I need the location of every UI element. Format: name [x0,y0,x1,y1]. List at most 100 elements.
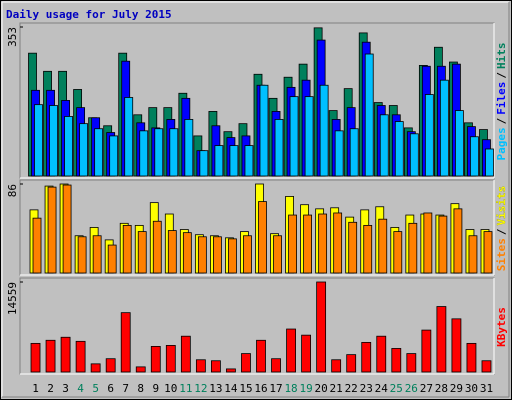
bar [150,346,161,373]
x-tick-label: 2 [47,382,54,395]
bar [348,221,358,274]
bar [485,148,494,177]
x-tick-label: 3 [62,382,69,395]
bar [124,97,134,177]
bar [483,231,493,274]
x-tick-label: 11 [179,382,192,395]
bar [241,353,251,373]
bar [167,230,177,274]
x-tick-label: 28 [435,382,448,395]
bar [211,360,221,373]
legend-entry: Pages [495,127,508,160]
bar [439,79,449,177]
bar [436,306,447,373]
bar [316,281,327,373]
bar [451,318,462,373]
bar [197,236,207,274]
bar [409,133,419,177]
bar [289,96,299,177]
bar [423,212,433,274]
x-tick-label: 14 [224,382,238,395]
bar [64,116,73,177]
bar [45,339,56,373]
y-tick-label: 86 [6,184,19,197]
bar [169,128,179,177]
bar [154,128,164,177]
bar [30,342,41,373]
bar [90,363,101,373]
x-tick-label: 29 [450,382,463,395]
bar [228,238,237,274]
bar [333,212,343,274]
y-tick-label: 353 [6,27,19,47]
x-tick-label: 7 [122,382,129,395]
bar [139,130,149,177]
bar [273,235,282,274]
x-tick-label: 18 [284,382,297,395]
bar [229,145,239,177]
bar [195,359,206,373]
legend: Sites / Visits [495,186,508,272]
bar [258,201,267,274]
legend-separator: / [495,228,508,235]
bar [34,104,43,177]
bar [244,145,254,177]
bar [199,150,209,177]
bar [120,312,131,373]
bar [303,214,312,274]
legend-separator: / [495,117,508,124]
x-tick-label: 22 [345,382,358,395]
bar [319,84,329,177]
bar [77,236,87,274]
bar [271,358,281,373]
bar [466,342,477,373]
x-tick-label: 26 [405,382,418,395]
bar [346,354,357,373]
bar [421,329,432,373]
bar [75,340,86,373]
bar [105,358,116,373]
bar [455,110,464,177]
bar [379,114,389,177]
x-tick-label: 15 [239,382,252,395]
bar [453,208,463,274]
bar [331,359,342,373]
x-tick-label: 21 [330,382,343,395]
bar [213,236,222,274]
x-tick-label: 23 [360,382,373,395]
chart-title: Daily usage for July 2015 [6,8,172,21]
bar [288,214,297,274]
bar [62,184,72,274]
legend-entry: Files [495,82,508,115]
bar [334,130,344,177]
bar [94,128,104,177]
x-tick-label: 30 [465,382,478,395]
bar [49,105,58,177]
x-tick-label: 5 [92,382,99,395]
bar [481,360,492,373]
x-tick-label: 20 [315,382,328,395]
bar [468,235,478,274]
bar [79,123,89,177]
bar [378,218,388,274]
bar [214,145,224,177]
x-tick-label: 1 [32,382,39,395]
bar [152,220,162,274]
x-tick-label: 25 [390,382,403,395]
bar [259,84,269,177]
x-tick-label: 27 [420,382,433,395]
x-tick-label: 4 [77,382,84,395]
bar [226,368,236,373]
bar [349,128,359,177]
bar [47,186,57,274]
bar [364,53,374,177]
x-tick-label: 17 [269,382,282,395]
legend-separator: / [495,72,508,79]
bar [376,335,387,373]
legend-entry: Visits [495,186,508,226]
y-tick-label: 14559 [6,282,19,315]
bar [184,119,194,177]
x-tick-label: 10 [164,382,177,395]
x-tick-label: 31 [480,382,493,395]
